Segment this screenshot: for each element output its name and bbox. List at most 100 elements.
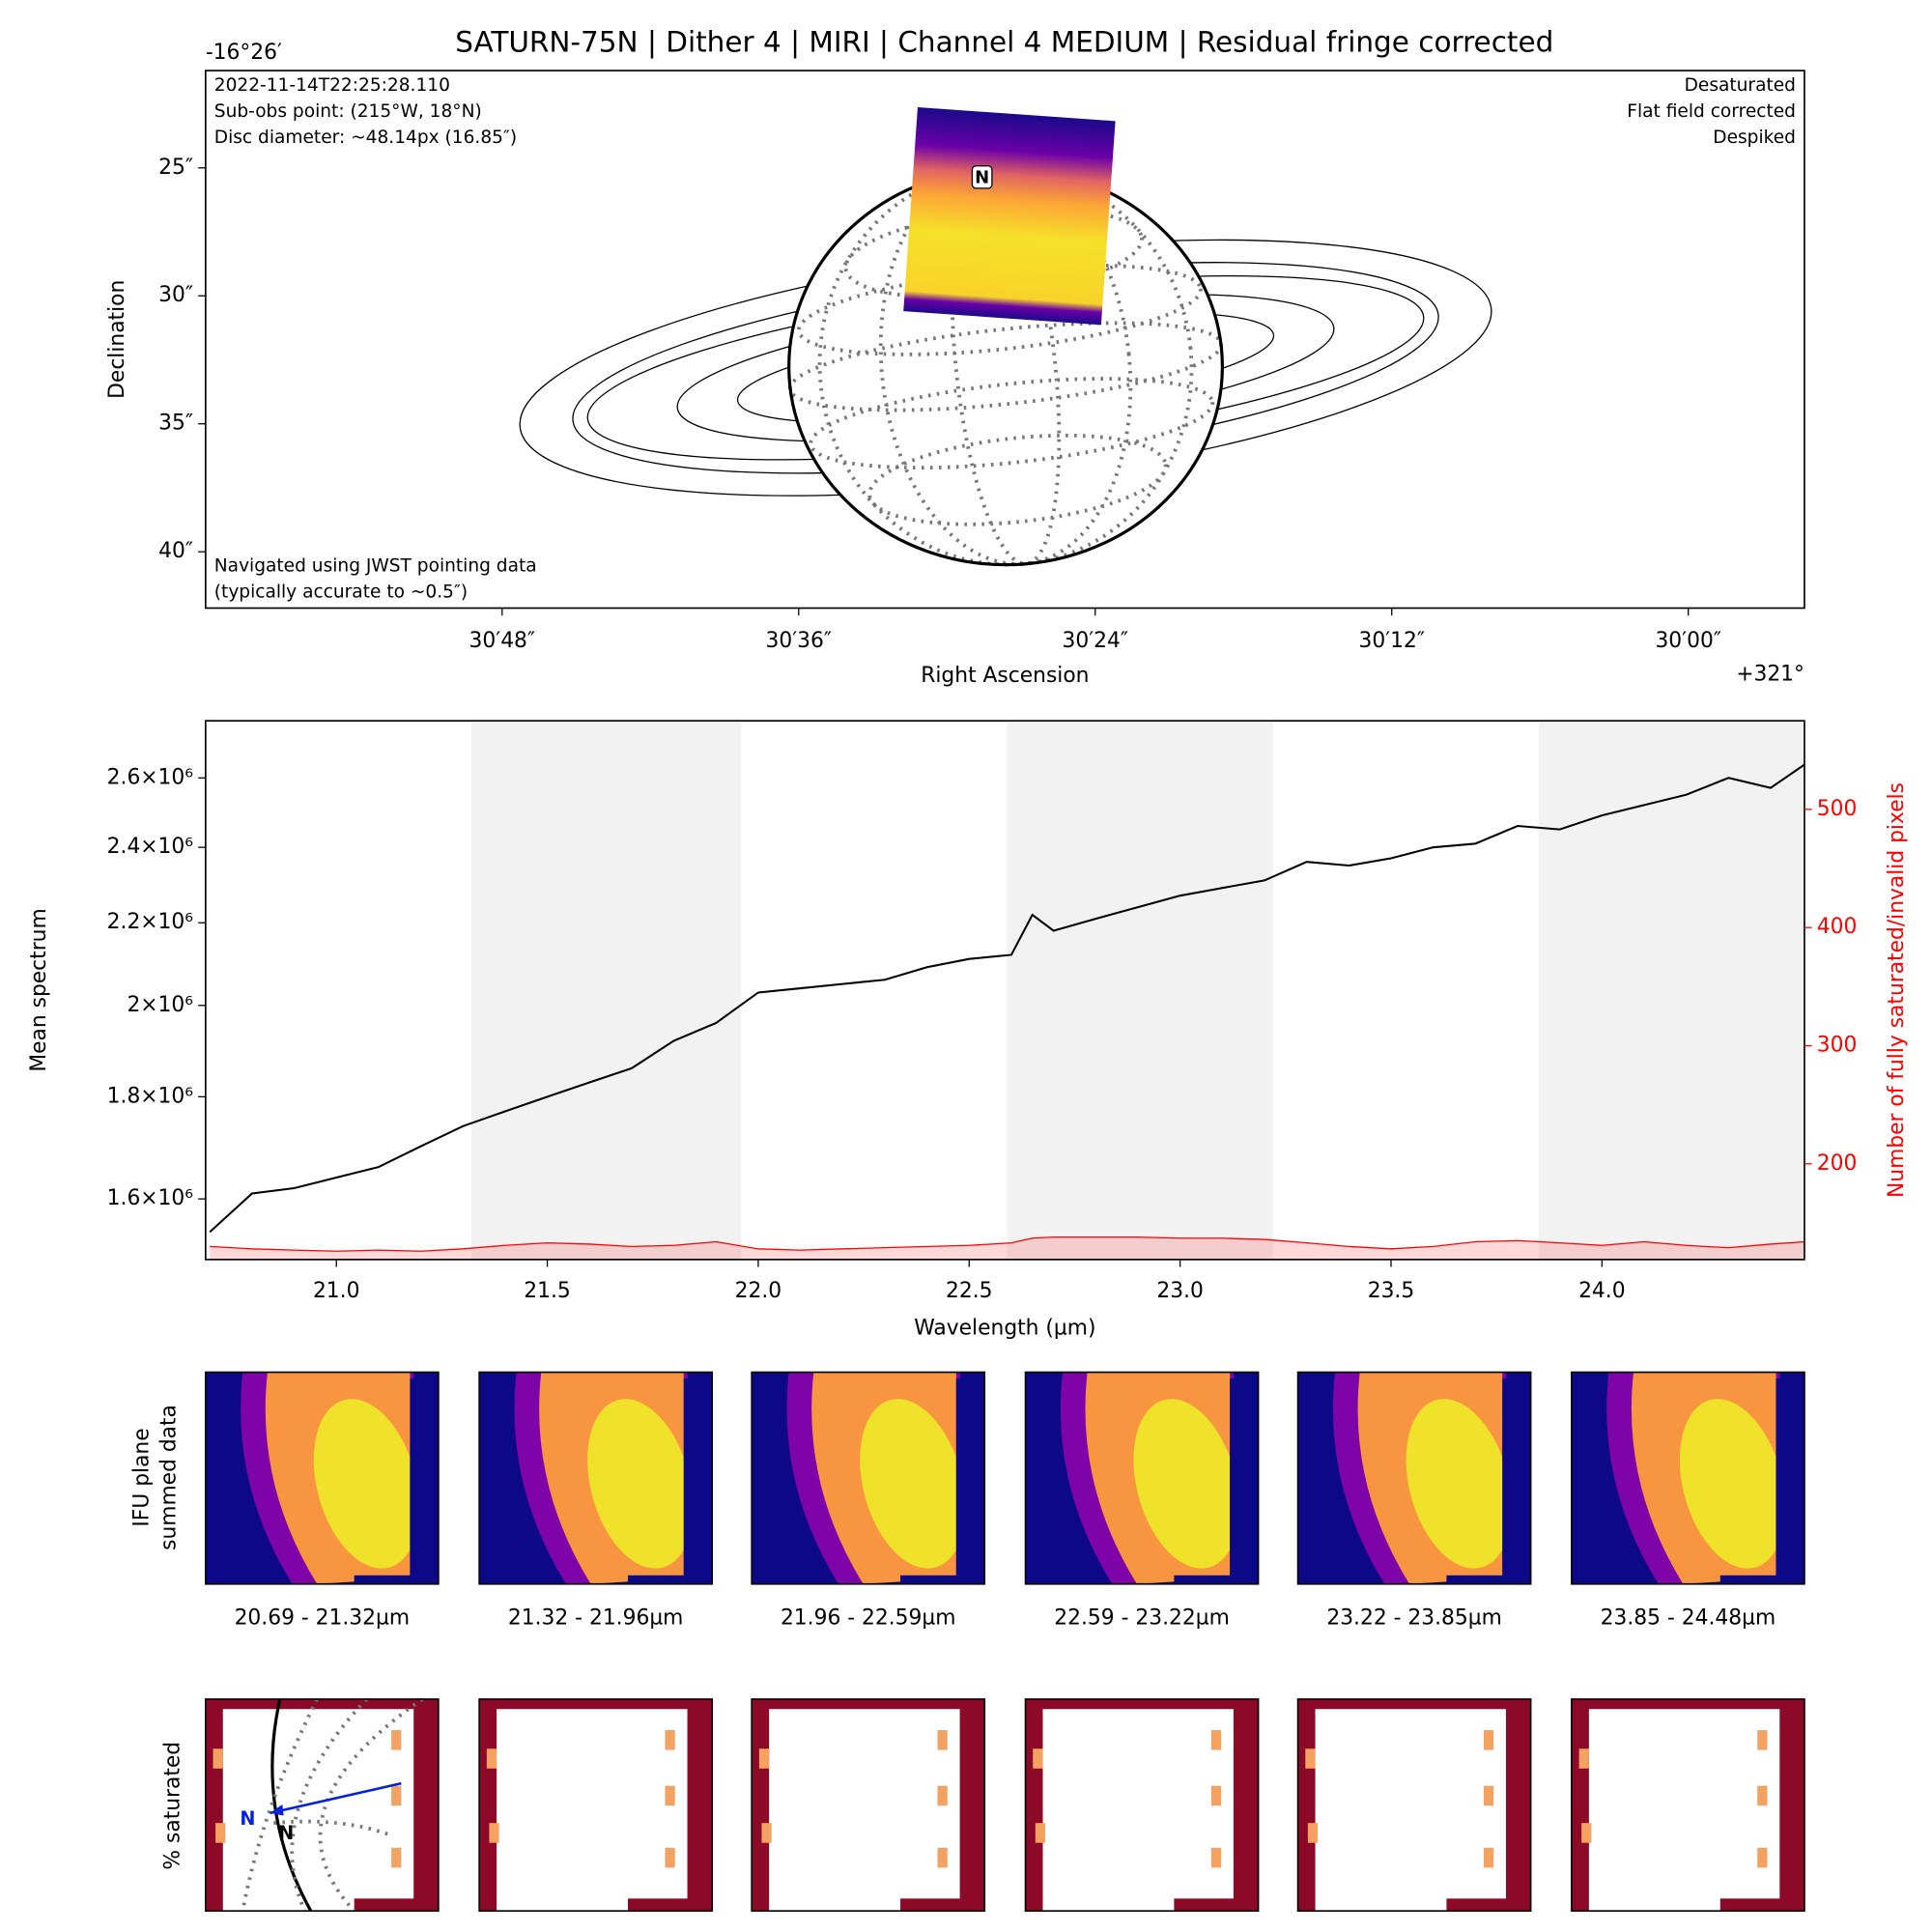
- panel-clear: [1042, 1709, 1234, 1912]
- annotation: Flat field corrected: [1627, 101, 1796, 122]
- y-offset-label: -16°26′: [206, 41, 282, 65]
- y-tick-label: 25″: [158, 156, 193, 180]
- saturation-panel: NN: [204, 1697, 440, 1913]
- panel-clear: [769, 1709, 960, 1912]
- y2-tick-label: 200: [1817, 1151, 1858, 1176]
- saturation-panel: [478, 1698, 714, 1913]
- annotation: (typically accurate to ~0.5″): [214, 582, 468, 602]
- panel-pixel: [489, 1823, 499, 1843]
- panel-frame: [751, 1371, 986, 1585]
- meridian: [878, 167, 1133, 566]
- y-tick-label: 2.2×10⁶: [107, 910, 194, 934]
- panel-pixel: [215, 1823, 226, 1843]
- arrow: [270, 1781, 402, 1815]
- panel-label: 22.59 - 23.22µm: [1054, 1606, 1230, 1631]
- shaded-range: [470, 721, 742, 1260]
- panel-pixel: [665, 1847, 675, 1868]
- y-tick-label: 2.6×10⁶: [107, 765, 194, 789]
- y-tick-label: 40″: [158, 539, 193, 563]
- panel-clear: [497, 1709, 688, 1912]
- latitude: [809, 377, 1215, 470]
- panel-edge: [955, 1378, 985, 1584]
- panel-edge: [1446, 1575, 1531, 1584]
- panel-pixel: [1035, 1823, 1046, 1843]
- panel-core: [860, 1399, 966, 1569]
- panel-clear: [1588, 1709, 1780, 1912]
- marker-label: N: [278, 1822, 294, 1844]
- y2-tick-label: 500: [1817, 797, 1858, 821]
- ifu-panel: [1571, 1371, 1805, 1585]
- ifu-image: [903, 107, 1116, 326]
- panel-pixel: [213, 1748, 223, 1769]
- shaded-range: [1538, 721, 1804, 1260]
- y-tick-label: 2×10⁶: [127, 993, 193, 1017]
- ifu-panel: [478, 1371, 714, 1585]
- latitude: [843, 207, 1144, 300]
- saturation-panel: [1024, 1698, 1260, 1913]
- panel-edge: [1174, 1898, 1236, 1912]
- panel-frame: [1296, 1698, 1532, 1913]
- row-label: IFU plane summed data: [129, 1405, 181, 1550]
- panel-frame: [478, 1698, 714, 1913]
- panel-edge: [1719, 1898, 1782, 1912]
- x-axis-label: Wavelength (µm): [914, 1317, 1095, 1341]
- x-tick-label: 24.0: [1578, 1279, 1626, 1303]
- panel-edge: [1776, 1378, 1804, 1584]
- panel-core: [1406, 1399, 1512, 1569]
- panel-clear: [222, 1709, 414, 1912]
- marker-label: N: [240, 1807, 255, 1830]
- panel-edge: [900, 1898, 963, 1912]
- panel-pixel: [1210, 1847, 1222, 1868]
- y-tick-label: 30″: [158, 283, 193, 307]
- panel-label: 21.96 - 22.59µm: [781, 1606, 956, 1631]
- figure-title: SATURN-75N | Dither 4 | MIRI | Channel 4…: [455, 25, 1553, 59]
- x-tick-label: 30′12″: [1358, 629, 1425, 653]
- x-tick-label: 21.0: [313, 1279, 360, 1303]
- panel-pixel: [1757, 1847, 1768, 1868]
- series-area: [210, 1236, 1804, 1260]
- y-axis-label: Declination: [105, 280, 129, 399]
- panel-edge: [628, 1575, 713, 1584]
- panel-edge: [1719, 1575, 1804, 1584]
- panel-frame: [204, 1698, 440, 1913]
- panel-core: [1679, 1399, 1786, 1569]
- ifu-panel: [1024, 1371, 1260, 1585]
- y-axis-label: Mean spectrum: [27, 908, 51, 1071]
- meridian: [817, 166, 1194, 567]
- saturation-panel: [751, 1698, 986, 1913]
- x-axis-label: Right Ascension: [921, 664, 1089, 688]
- plot-frame: [204, 720, 1805, 1261]
- panel-clear: [1315, 1709, 1506, 1912]
- y2-tick-label: 300: [1817, 1033, 1858, 1057]
- y-tick-label: 1.8×10⁶: [107, 1084, 194, 1108]
- panel-frame: [478, 1371, 714, 1585]
- x-tick-label: 30′48″: [469, 629, 536, 653]
- panel-pixel: [758, 1748, 770, 1769]
- panel-core: [587, 1399, 694, 1569]
- panel-pixel: [391, 1847, 402, 1868]
- series-line: [209, 763, 1805, 1234]
- panel-label: 23.22 - 23.85µm: [1326, 1606, 1502, 1631]
- panel-label: 20.69 - 21.32µm: [235, 1606, 411, 1631]
- x-tick-label: 30′24″: [1062, 629, 1128, 653]
- x-tick-label: 30′00″: [1655, 629, 1721, 653]
- latitude: [867, 433, 1168, 526]
- panel-pixel: [1757, 1730, 1768, 1750]
- panel-pixel: [1483, 1847, 1494, 1868]
- saturation-panel: [1571, 1698, 1805, 1913]
- y-tick-label: 35″: [158, 412, 193, 436]
- panel-edge: [1174, 1575, 1259, 1584]
- ifu-panel: [751, 1371, 986, 1585]
- row-label: % saturated: [160, 1742, 185, 1870]
- saturation-panel: [1296, 1698, 1532, 1913]
- sky-plot: N: [519, 107, 1492, 567]
- panel-pixel: [1033, 1748, 1043, 1769]
- panel-pixel: [1483, 1730, 1494, 1750]
- x-tick-label: 22.5: [946, 1279, 993, 1303]
- marker-label: N: [975, 168, 989, 188]
- panel-frame: [1296, 1371, 1532, 1585]
- panel-frame: [1024, 1698, 1260, 1913]
- panel-core: [1133, 1399, 1239, 1569]
